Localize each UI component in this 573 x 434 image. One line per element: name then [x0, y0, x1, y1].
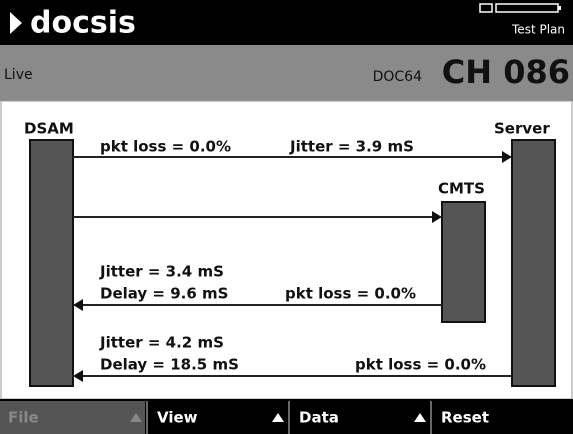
cmts-box: [441, 201, 486, 323]
header-title: docsis: [30, 6, 136, 41]
content-area: [0, 100, 573, 400]
dsam-box: [29, 139, 74, 387]
menu-label[interactable]: File: [8, 409, 39, 427]
node-label: CMTS: [438, 180, 485, 198]
link-label: pkt loss = 0.0%: [355, 356, 486, 374]
menu-separators: [146, 401, 432, 434]
channel-number: CH 086: [442, 53, 570, 91]
status-bar: [0, 45, 573, 101]
node-label: DSAM: [24, 120, 74, 138]
menu-label[interactable]: Reset: [441, 409, 489, 427]
link-label: Delay = 18.5 mS: [100, 356, 239, 374]
menu-data[interactable]: Data: [291, 401, 428, 434]
arrows: [73, 156, 512, 377]
menu-file[interactable]: File: [0, 401, 145, 434]
battery-icon: [479, 3, 561, 13]
link-label: Jitter = 3.9 mS: [289, 138, 414, 156]
header-bar: [0, 0, 573, 45]
node-label: Server: [494, 120, 550, 138]
link-label: Jitter = 3.4 mS: [99, 263, 224, 281]
link-label: Delay = 9.6 mS: [100, 285, 228, 303]
link-label: pkt loss = 0.0%: [285, 285, 416, 303]
status-live: Live: [4, 67, 33, 83]
menu-label[interactable]: View: [157, 409, 198, 427]
menu-reset[interactable]: Reset: [433, 401, 573, 434]
header-arrow-icon: [10, 12, 22, 34]
server-box: [511, 139, 556, 387]
menu-view[interactable]: View: [149, 401, 286, 434]
link-label: pkt loss = 0.0%: [100, 138, 231, 156]
menu-label[interactable]: Data: [299, 409, 339, 427]
arrowheads: [73, 151, 512, 382]
channel-prefix: DOC64: [373, 69, 422, 85]
header-mode: Test Plan: [511, 23, 565, 37]
link-label: Jitter = 4.2 mS: [99, 334, 224, 352]
